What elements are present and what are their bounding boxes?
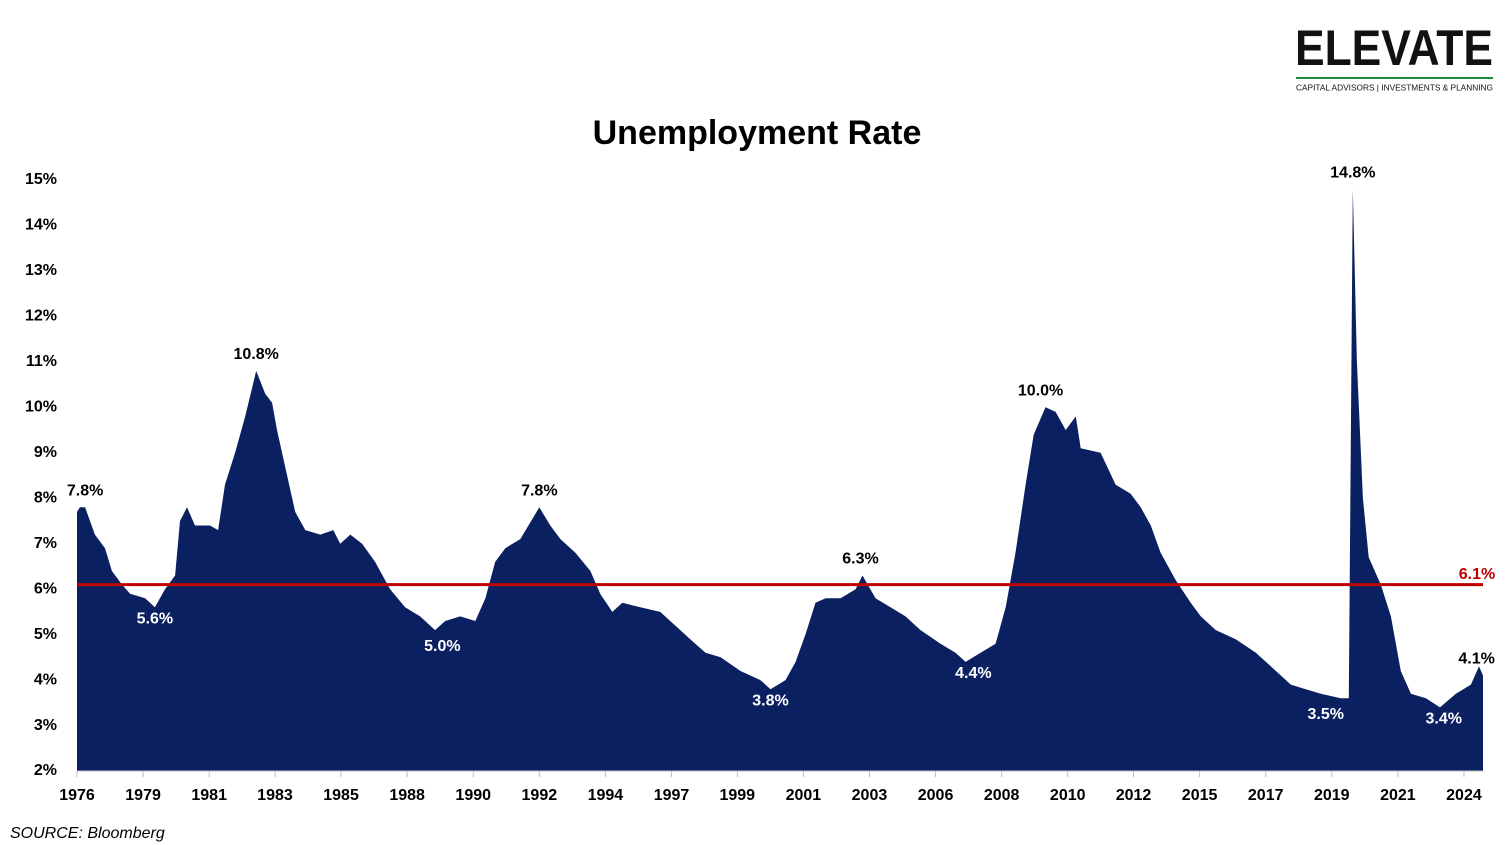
source: SOURCE: Bloomberg xyxy=(10,825,165,842)
y-tick-label: 7% xyxy=(34,535,57,552)
x-tick-label: 1990 xyxy=(455,787,491,804)
x-tick-label: 1999 xyxy=(719,787,755,804)
x-tick-label: 1976 xyxy=(59,787,95,804)
annotation: 3.4% xyxy=(1426,711,1462,728)
y-tick-label: 9% xyxy=(34,444,57,461)
x-tick-label: 1983 xyxy=(257,787,293,804)
y-tick-label: 13% xyxy=(25,262,57,279)
logo: ELEVATE CAPITAL ADVISORS | INVESTMENTS &… xyxy=(1295,20,1493,92)
x-tick-label: 2006 xyxy=(918,787,954,804)
annotation: 14.8% xyxy=(1330,164,1375,181)
x-tick-label: 1979 xyxy=(125,787,161,804)
y-tick-label: 5% xyxy=(34,626,57,643)
y-tick-label: 6% xyxy=(34,580,57,597)
y-tick-label: 4% xyxy=(34,671,57,688)
annotation: 6.3% xyxy=(842,551,878,568)
y-tick-label: 10% xyxy=(25,399,57,416)
logo-tagline: CAPITAL ADVISORS | INVESTMENTS & PLANNIN… xyxy=(1296,82,1493,92)
y-tick-label: 11% xyxy=(26,353,57,370)
annotation: 5.6% xyxy=(137,611,173,628)
x-tick-label: 2001 xyxy=(786,787,822,804)
x-tick-label: 2021 xyxy=(1380,787,1416,804)
x-tick-label: 1981 xyxy=(191,787,227,804)
x-tick-label: 2010 xyxy=(1050,787,1086,804)
x-tick-label: 2003 xyxy=(852,787,888,804)
x-tick-label: 1985 xyxy=(323,787,359,804)
annotation: 7.8% xyxy=(521,483,557,500)
annotation: 10.8% xyxy=(234,346,279,363)
annotation: 3.8% xyxy=(752,692,788,709)
annotation: 10.0% xyxy=(1018,383,1063,400)
annotation: 5.0% xyxy=(424,638,460,655)
y-tick-label: 14% xyxy=(25,217,57,234)
y-tick-label: 12% xyxy=(25,308,57,325)
y-tick-label: 3% xyxy=(34,717,57,734)
annotation: 3.5% xyxy=(1307,706,1343,723)
area xyxy=(77,189,1483,772)
logo-name: ELEVATE xyxy=(1295,20,1493,76)
x-tick-label: 2017 xyxy=(1248,787,1284,804)
annotation: 4.4% xyxy=(955,665,991,682)
x-tick-label: 2015 xyxy=(1182,787,1218,804)
y-tick-label: 15% xyxy=(25,171,57,188)
x-tick-label: 2024 xyxy=(1446,787,1482,804)
annotation: 7.8% xyxy=(67,483,103,500)
reference-label: 6.1% xyxy=(1459,566,1495,583)
y-tick-label: 2% xyxy=(34,762,57,779)
x-tick-label: 1988 xyxy=(389,787,425,804)
x-tick-label: 1994 xyxy=(588,787,624,804)
x-tick-label: 2008 xyxy=(984,787,1020,804)
x-tick-label: 1992 xyxy=(522,787,558,804)
chart-title: Unemployment Rate xyxy=(593,114,922,152)
x-tick-label: 1997 xyxy=(654,787,690,804)
x-tick-label: 2019 xyxy=(1314,787,1350,804)
annotation: 4.1% xyxy=(1458,651,1494,668)
x-tick-label: 2012 xyxy=(1116,787,1152,804)
y-tick-label: 8% xyxy=(34,489,57,506)
